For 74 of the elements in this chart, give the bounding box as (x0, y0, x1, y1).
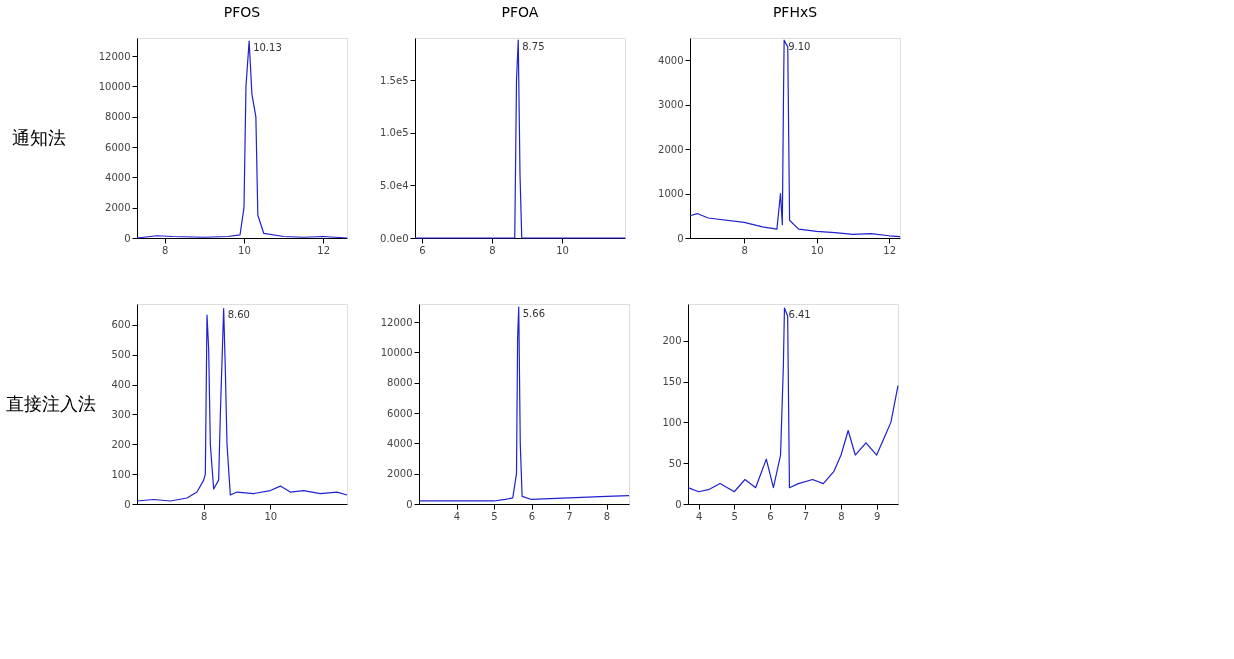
x-tick-label: 10 (238, 244, 251, 256)
x-tick-label: 10 (264, 510, 278, 522)
y-tick-label: 3000 (658, 99, 684, 111)
x-tick-label: 6 (528, 510, 536, 522)
y-tick-label: 100 (662, 416, 682, 428)
x-tick-label: 12 (883, 244, 897, 256)
y-tick-label: 100 (111, 468, 131, 480)
x-tick-label: 12 (317, 244, 331, 256)
x-tick-label: 4 (453, 510, 461, 522)
x-tick-label: 8 (741, 244, 748, 256)
y-tick-label: 8000 (105, 111, 131, 123)
line-series (136, 307, 348, 502)
y-tick-label: 12000 (380, 316, 413, 328)
y-tick-label: 1.0e5 (380, 127, 409, 139)
y-tick-label: 200 (662, 335, 682, 347)
x-tick-label: 8 (838, 510, 845, 522)
y-tick-label: 2000 (658, 143, 684, 155)
annotation: 6.41 (788, 309, 811, 321)
y-tick-label: 300 (111, 408, 131, 420)
y-tick-label: 8000 (387, 377, 413, 389)
x-tick-label: 5 (731, 510, 738, 522)
x-tick-label: 8 (162, 244, 169, 256)
line-series (687, 307, 899, 493)
line-series (689, 39, 901, 238)
y-tick-label: 500 (111, 349, 131, 361)
x-tick-label: 6 (767, 510, 774, 522)
y-tick-label: 200 (111, 438, 131, 450)
line-series (418, 306, 630, 502)
y-tick-label: 50 (668, 457, 682, 469)
chart-title: PFOA (501, 4, 539, 20)
y-tick-label: 4000 (387, 437, 413, 449)
annotation: 8.75 (522, 41, 545, 53)
y-tick-label: 0 (677, 232, 684, 244)
y-tick-label: 6000 (105, 141, 131, 153)
annotation: 5.66 (522, 308, 546, 320)
y-tick-label: 0.0e0 (380, 232, 409, 244)
y-tick-label: 10000 (380, 346, 413, 358)
y-tick-label: 10000 (98, 80, 131, 92)
annotation: 8.60 (227, 309, 250, 321)
y-tick-label: 0 (124, 232, 131, 244)
x-tick-label: 8 (489, 244, 496, 256)
line-series (414, 39, 626, 239)
annotation: 10.13 (253, 42, 282, 54)
x-tick-label: 8 (200, 510, 208, 522)
y-tick-label: 12000 (98, 50, 131, 62)
x-tick-label: 9 (873, 510, 881, 522)
x-tick-label: 6 (419, 244, 426, 256)
y-axis-title: 直接注入法 (6, 392, 97, 414)
chart-title: PFHxS (772, 4, 818, 20)
x-tick-label: 5 (491, 510, 498, 522)
y-tick-label: 400 (111, 379, 131, 391)
y-tick-label: 6000 (387, 407, 413, 419)
x-tick-label: 8 (603, 510, 611, 522)
y-tick-label: 600 (111, 319, 131, 331)
y-tick-label: 0 (406, 498, 413, 510)
y-tick-label: 1000 (658, 188, 684, 200)
y-tick-label: 4000 (105, 171, 131, 183)
line-series (136, 40, 348, 239)
y-tick-label: 4000 (658, 54, 684, 66)
x-tick-label: 10 (810, 244, 824, 256)
y-tick-label: 150 (662, 376, 682, 388)
x-tick-label: 7 (566, 510, 573, 522)
annotation: 9.10 (788, 41, 811, 53)
chart-title: PFOS (223, 4, 261, 20)
y-tick-label: 2000 (387, 468, 413, 480)
x-tick-label: 4 (695, 510, 703, 522)
x-tick-label: 7 (802, 510, 810, 522)
y-tick-label: 1.5e5 (380, 74, 409, 86)
y-tick-label: 5.0e4 (380, 179, 409, 191)
x-tick-label: 10 (556, 244, 569, 256)
y-tick-label: 0 (124, 498, 131, 510)
y-tick-label: 2000 (105, 202, 131, 214)
y-axis-title: 通知法 (11, 126, 66, 148)
y-tick-label: 0 (675, 498, 682, 510)
